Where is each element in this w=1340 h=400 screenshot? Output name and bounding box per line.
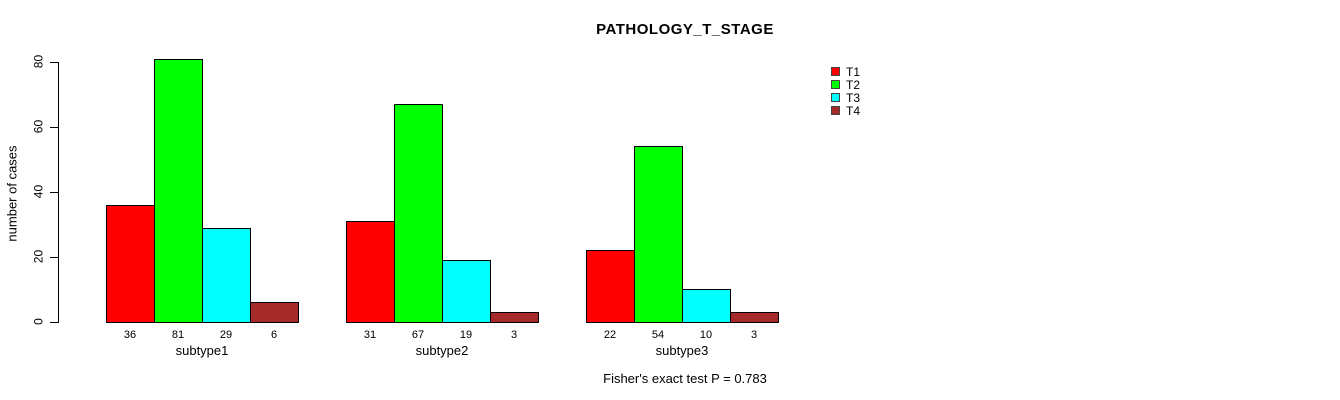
bar-value-label: 3 bbox=[510, 329, 518, 341]
bar-t4-subtype3 bbox=[730, 312, 779, 323]
bar-value-label: 54 bbox=[651, 329, 665, 341]
bar-value-label: 22 bbox=[603, 329, 617, 341]
legend-label: T2 bbox=[846, 78, 861, 92]
bar-t4-subtype1 bbox=[250, 302, 299, 323]
bar-value-label: 3 bbox=[750, 329, 758, 341]
bar-value-label: 6 bbox=[270, 329, 278, 341]
y-axis-line bbox=[58, 62, 59, 323]
legend-swatch-t2 bbox=[831, 80, 840, 89]
bar-t4-subtype2 bbox=[490, 312, 539, 323]
y-axis-tick bbox=[50, 257, 58, 258]
legend-label: T3 bbox=[846, 91, 861, 105]
bar-t1-subtype2 bbox=[346, 221, 395, 323]
bar-value-label: 36 bbox=[123, 329, 137, 341]
annotation-text: Fisher's exact test P = 0.783 bbox=[603, 371, 767, 386]
y-axis-label: number of cases bbox=[4, 145, 20, 242]
bar-t3-subtype3 bbox=[682, 289, 731, 323]
legend-label: T1 bbox=[846, 65, 861, 79]
bar-value-label: 19 bbox=[459, 329, 473, 341]
bar-t2-subtype1 bbox=[154, 59, 203, 323]
bar-t1-subtype3 bbox=[586, 250, 635, 323]
legend-swatch-t3 bbox=[831, 93, 840, 102]
y-axis-tick bbox=[50, 127, 58, 128]
y-axis-tick-label: 80 bbox=[31, 54, 46, 69]
bar-t1-subtype1 bbox=[106, 205, 155, 323]
y-axis-tick-label: 60 bbox=[31, 119, 46, 134]
legend-swatch-t1 bbox=[831, 67, 840, 76]
y-axis-tick-label: 40 bbox=[31, 184, 46, 199]
bar-value-label: 29 bbox=[219, 329, 233, 341]
x-axis-group-label-subtype3: subtype3 bbox=[655, 343, 709, 358]
bar-value-label: 67 bbox=[411, 329, 425, 341]
legend-swatch-t4 bbox=[831, 106, 840, 115]
y-axis-tick-label: 20 bbox=[31, 249, 46, 264]
chart-title: PATHOLOGY_T_STAGE bbox=[596, 21, 774, 38]
y-axis-tick bbox=[50, 322, 58, 323]
bar-value-label: 31 bbox=[363, 329, 377, 341]
x-axis-group-label-subtype2: subtype2 bbox=[415, 343, 469, 358]
y-axis-tick bbox=[50, 62, 58, 63]
y-axis-tick bbox=[50, 192, 58, 193]
y-axis-tick-label: 0 bbox=[31, 318, 46, 325]
bar-value-label: 10 bbox=[699, 329, 713, 341]
bar-t2-subtype2 bbox=[394, 104, 443, 323]
x-axis-group-label-subtype1: subtype1 bbox=[175, 343, 229, 358]
bar-value-label: 81 bbox=[171, 329, 185, 341]
bar-t2-subtype3 bbox=[634, 146, 683, 323]
bar-t3-subtype2 bbox=[442, 260, 491, 323]
bar-t3-subtype1 bbox=[202, 228, 251, 323]
legend-label: T4 bbox=[846, 104, 861, 118]
